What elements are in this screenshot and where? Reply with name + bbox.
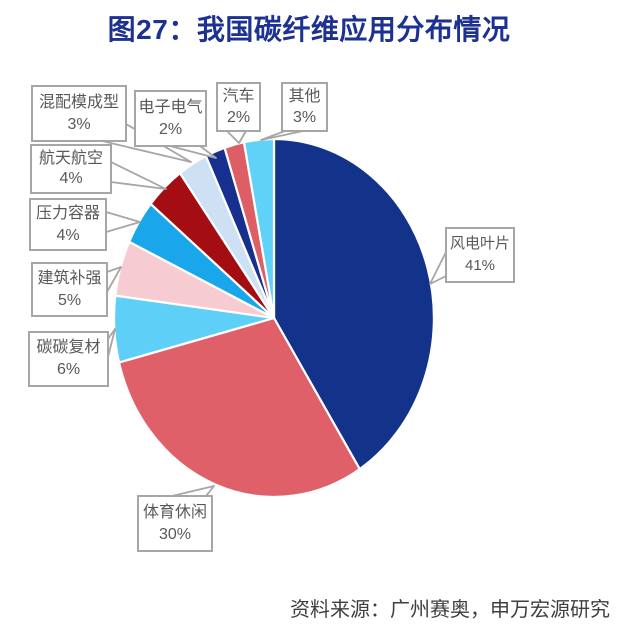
callout-aerospace: 航天航空 4% [30, 144, 112, 194]
callout-percent-label: 3% [292, 109, 317, 126]
callout-percent-label: 5% [57, 291, 82, 309]
callout-pointer-automotive [226, 130, 247, 144]
pie-slice-others [242, 137, 276, 320]
callout-percent-label: 2% [158, 120, 183, 138]
source-note: 资料来源：广州赛奥，申万宏源研究 [290, 599, 610, 621]
pie-slice-sports-leisure [117, 316, 361, 499]
callout-percent-label: 41% [464, 257, 496, 274]
callout-sports-leisure: 体育休闲 30% [137, 495, 213, 552]
callout-pointer-carbon-carbon-composites [107, 328, 116, 358]
callout-carbon-carbon-composites: 碳碳复材 6% [28, 331, 109, 387]
callout-pointer-aerospace [110, 161, 167, 190]
callout-category-label: 风电叶片 [449, 235, 510, 252]
figure-title: 图27：我国碳纤维应用分布情况 [107, 14, 511, 45]
callout-category-label: 电子电气 [138, 98, 203, 116]
callout-others: 其他 3% [281, 82, 328, 132]
callout-electronics-electrical: 电子电气 2% [134, 90, 207, 147]
callout-category-label: 体育休闲 [142, 503, 207, 521]
callout-category-label: 汽车 [222, 88, 255, 105]
pie-slices [112, 137, 435, 499]
callout-percent-label: 4% [59, 170, 83, 187]
callout-pointer-wind-power-blades [429, 251, 447, 285]
callout-percent-label: 3% [67, 115, 91, 133]
callout-percent-label: 6% [56, 361, 81, 378]
callout-percent-label: 4% [56, 226, 80, 244]
callout-percent-label: 30% [158, 525, 192, 543]
callout-pressure-vessels: 压力容器 4% [29, 198, 107, 251]
callout-category-label: 航天航空 [38, 150, 103, 167]
callout-category-label: 混配模成型 [38, 93, 119, 111]
callout-category-label: 其他 [288, 88, 321, 105]
callout-category-label: 建筑补强 [37, 269, 102, 287]
callout-percent-label: 2% [226, 109, 251, 126]
callout-compound-molding: 混配模成型 3% [31, 85, 127, 142]
callout-construction-reinforcement: 建筑补强 5% [31, 262, 108, 317]
callout-category-label: 碳碳复材 [36, 339, 101, 356]
callout-category-label: 压力容器 [35, 204, 100, 222]
callout-automotive: 汽车 2% [216, 82, 261, 132]
callout-wind-power-blades: 风电叶片 41% [445, 227, 515, 283]
